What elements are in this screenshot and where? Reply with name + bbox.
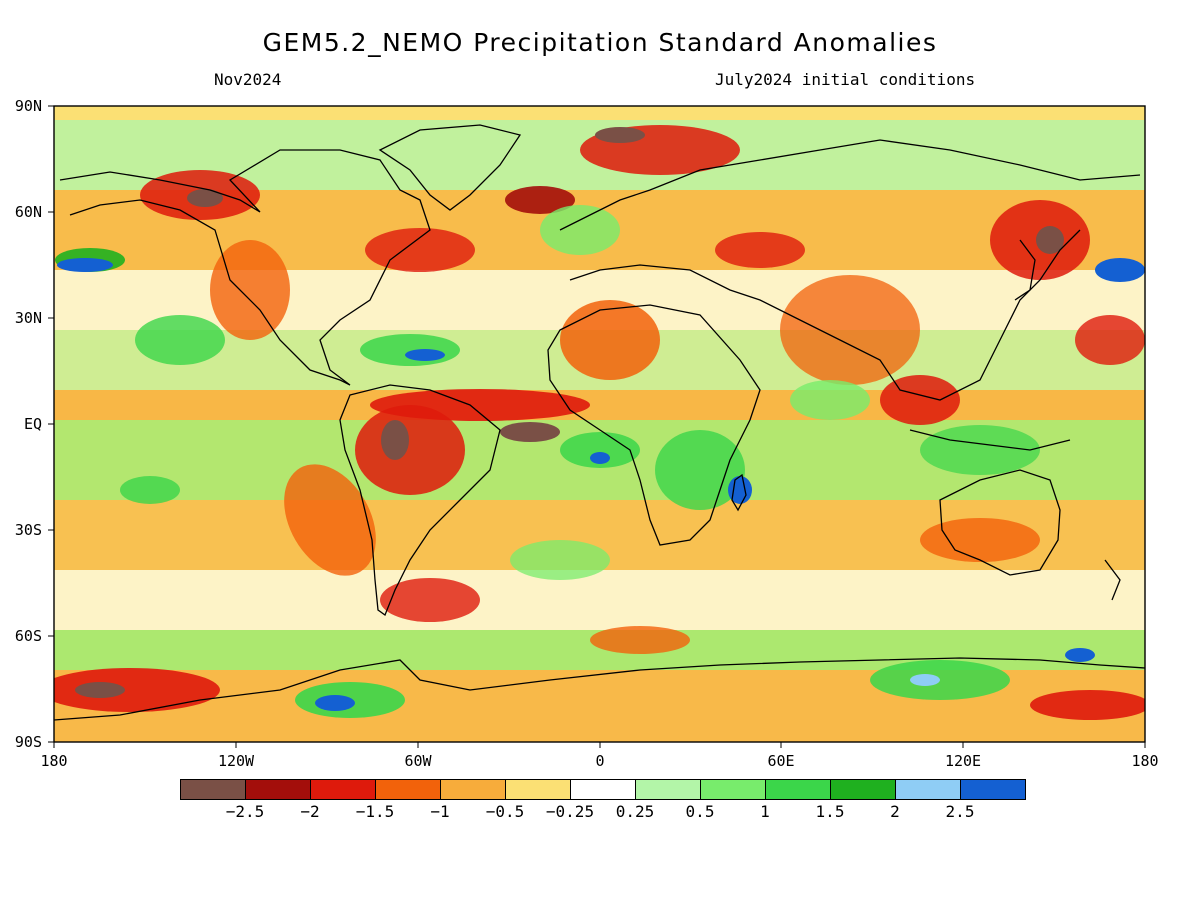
lat-label-60n: 60N bbox=[14, 203, 42, 221]
colorbar-swatch bbox=[635, 779, 701, 800]
colorbar-swatch bbox=[310, 779, 376, 800]
axis-ticks bbox=[48, 105, 1146, 748]
colorbar-label: −0.5 bbox=[485, 802, 525, 821]
forecast-month: Nov2024 bbox=[214, 70, 282, 89]
lon-label-0: 0 bbox=[595, 752, 605, 770]
colorbar-label: −0.25 bbox=[545, 802, 595, 821]
colorbar-label: 2 bbox=[890, 802, 900, 821]
colorbar-swatch bbox=[765, 779, 831, 800]
coastlines bbox=[54, 124, 1145, 721]
colorbar-label: −2 bbox=[300, 802, 320, 821]
lon-label-60w: 60W bbox=[404, 752, 432, 770]
colorbar-swatch bbox=[245, 779, 311, 800]
map-title: GEM5.2_NEMO Precipitation Standard Anoma… bbox=[262, 28, 938, 57]
colorbar-swatch bbox=[180, 779, 246, 800]
lat-label-60s: 60S bbox=[14, 627, 42, 645]
colorbar-label: 1.5 bbox=[815, 802, 845, 821]
lat-label-90s: 90S bbox=[14, 733, 42, 751]
colorbar-label: −2.5 bbox=[225, 802, 265, 821]
lon-label-120e: 120E bbox=[944, 752, 982, 770]
anomaly-fields bbox=[54, 106, 1145, 742]
colorbar-swatch bbox=[570, 779, 636, 800]
colorbar-swatch bbox=[830, 779, 896, 800]
lat-label-30s: 30S bbox=[14, 521, 42, 539]
colorbar-label: 0.25 bbox=[615, 802, 655, 821]
colorbar-swatch bbox=[440, 779, 506, 800]
lon-label-180e: 180 bbox=[1131, 752, 1159, 770]
colorbar-swatch bbox=[375, 779, 441, 800]
anomaly-map bbox=[48, 105, 1146, 748]
lat-label-30n: 30N bbox=[14, 309, 42, 327]
colorbar-swatch bbox=[700, 779, 766, 800]
lon-label-120w: 120W bbox=[217, 752, 255, 770]
colorbar-label: 2.5 bbox=[945, 802, 975, 821]
colorbar-label: −1 bbox=[430, 802, 450, 821]
colorbar-label: 1 bbox=[760, 802, 770, 821]
colorbar-swatch bbox=[505, 779, 571, 800]
lon-label-60e: 60E bbox=[767, 752, 795, 770]
colorbar-label: −1.5 bbox=[355, 802, 395, 821]
initial-conditions: July2024 initial conditions bbox=[715, 70, 976, 89]
colorbar-swatch bbox=[895, 779, 961, 800]
colorbar-label: 0.5 bbox=[685, 802, 715, 821]
lat-label-eq: EQ bbox=[23, 415, 42, 433]
lon-label-180w: 180 bbox=[40, 752, 68, 770]
lat-label-90n: 90N bbox=[14, 97, 42, 115]
colorbar-swatch bbox=[960, 779, 1026, 800]
